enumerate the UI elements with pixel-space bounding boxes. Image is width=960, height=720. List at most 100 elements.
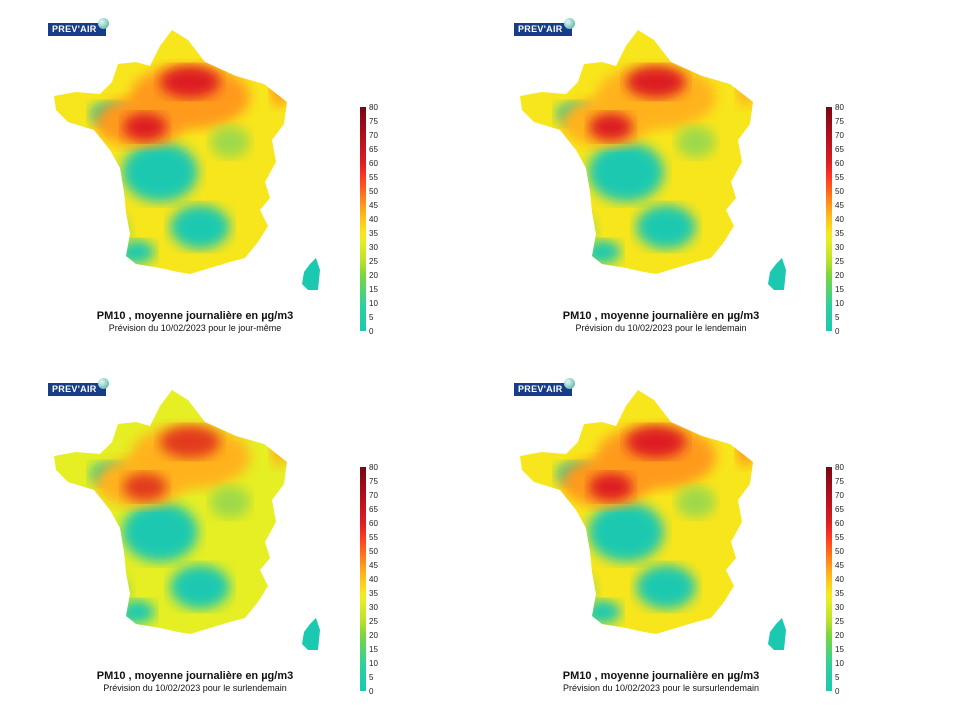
- colorbar-tick-label: 60: [835, 159, 844, 168]
- concentration-zone: [123, 473, 167, 501]
- france-pm10-map: [54, 30, 320, 290]
- colorbar-tick-label: 80: [369, 103, 378, 112]
- map-title: PM10 , moyenne journalière en µg/m3: [562, 310, 760, 322]
- concentration-zone: [626, 426, 686, 458]
- colorbar-tick-label: 0: [369, 327, 374, 336]
- colorbar-tick-label: 25: [835, 257, 844, 266]
- colorbar-tick-label: 55: [369, 173, 378, 182]
- concentration-zone: [115, 600, 155, 624]
- forecast-panel-sursurlendemain: PREV'AIR 80 75 70 65 60 55 50 45 40 35 30 25 20 15 10 5…: [466, 360, 946, 720]
- colorbar-tick-label: 75: [369, 477, 378, 486]
- colorbar-tick-label: 50: [369, 547, 378, 556]
- colorbar-tick-label: 20: [369, 271, 378, 280]
- colorbar-tick-label: 10: [369, 299, 378, 308]
- concentration-zone: [536, 568, 596, 616]
- corsica: [768, 618, 786, 650]
- colorbar-tick-label: 35: [835, 229, 844, 238]
- france-pm10-map: [54, 390, 320, 650]
- colorbar-tick-label: 35: [369, 589, 378, 598]
- colorbar-tick-label: 40: [369, 575, 378, 584]
- colorbar-tick-label: 50: [835, 187, 844, 196]
- france-pm10-map: [520, 390, 786, 650]
- concentration-zone: [626, 66, 686, 98]
- colorbar-tick-label: 80: [835, 463, 844, 472]
- colorbar-tick-label: 30: [835, 243, 844, 252]
- concentration-zone: [581, 240, 621, 264]
- colorbar-tick-label: 35: [369, 229, 378, 238]
- corsica: [768, 258, 786, 290]
- colorbar-tick-label: 0: [835, 327, 840, 336]
- colorbar-tick-label: 20: [835, 271, 844, 280]
- concentration-zone: [70, 568, 130, 616]
- colorbar: [360, 107, 366, 331]
- colorbar-tick-label: 45: [369, 561, 378, 570]
- forecast-panel-lendemain: PREV'AIR 80 75 70 65 60 55 50 45 40 35 30 25 20 15 10 5…: [466, 0, 946, 360]
- concentration-zone: [122, 142, 198, 202]
- corsica: [302, 258, 320, 290]
- globe-icon: [564, 378, 575, 389]
- colorbar-tick-label: 45: [835, 201, 844, 210]
- map-subtitle: Prévision du 10/02/2023 pour le lendemai…: [575, 323, 747, 333]
- colorbar-tick-label: 65: [369, 145, 378, 154]
- concentration-zone: [536, 208, 596, 256]
- concentration-zone: [676, 486, 716, 518]
- map-title: PM10 , moyenne journalière en µg/m3: [562, 670, 760, 682]
- map-subtitle: Prévision du 10/02/2023 pour le surlende…: [103, 683, 287, 693]
- globe-icon: [564, 18, 575, 29]
- globe-icon: [98, 18, 109, 29]
- prevair-logo: PREV'AIR: [514, 18, 575, 36]
- concentration-zone: [123, 113, 167, 141]
- concentration-zone: [736, 417, 753, 467]
- map-subtitle: Prévision du 10/02/2023 pour le sursurle…: [562, 683, 760, 693]
- colorbar-tick-label: 70: [369, 131, 378, 140]
- concentration-zone: [170, 205, 230, 249]
- colorbar-tick-label: 5: [369, 313, 374, 322]
- colorbar-tick-label: 15: [369, 285, 378, 294]
- concentration-zone: [636, 205, 696, 249]
- map-subtitle: Prévision du 10/02/2023 pour le jour-mêm…: [108, 323, 282, 333]
- concentration-zone: [115, 240, 155, 264]
- concentration-zone: [170, 565, 230, 609]
- forecast-panel-surlendemain: PREV'AIR 80 75 70 65 60 55 50 45 40 35 30 25 20 15 10 5…: [0, 360, 480, 720]
- concentration-zone: [636, 565, 696, 609]
- colorbar-tick-label: 50: [369, 187, 378, 196]
- prevair-logo: PREV'AIR: [514, 378, 575, 396]
- concentration-zone: [160, 66, 220, 98]
- concentration-zone: [676, 126, 716, 158]
- concentration-zone: [589, 473, 633, 501]
- colorbar-tick-label: 35: [835, 589, 844, 598]
- concentration-zone: [270, 417, 287, 467]
- concentration-zone: [736, 57, 753, 107]
- concentration-zone: [210, 126, 250, 158]
- colorbar: [826, 467, 832, 691]
- colorbar-tick-label: 80: [835, 103, 844, 112]
- colorbar-tick-label: 75: [835, 477, 844, 486]
- colorbar-tick-label: 60: [835, 519, 844, 528]
- concentration-zone: [122, 502, 198, 562]
- colorbar-tick-label: 70: [369, 491, 378, 500]
- colorbar-tick-label: 0: [835, 687, 840, 696]
- colorbar-tick-label: 55: [835, 173, 844, 182]
- colorbar-tick-label: 70: [835, 491, 844, 500]
- colorbar-tick-label: 20: [369, 631, 378, 640]
- colorbar-tick-label: 30: [835, 603, 844, 612]
- colorbar-tick-label: 25: [835, 617, 844, 626]
- colorbar-tick-label: 75: [835, 117, 844, 126]
- colorbar-tick-label: 5: [835, 313, 840, 322]
- map-title: PM10 , moyenne journalière en µg/m3: [96, 670, 294, 682]
- colorbar-tick-label: 65: [369, 505, 378, 514]
- colorbar-tick-label: 60: [369, 159, 378, 168]
- colorbar-tick-label: 70: [835, 131, 844, 140]
- concentration-zone: [588, 502, 664, 562]
- colorbar-tick-label: 65: [835, 505, 844, 514]
- colorbar-tick-label: 10: [835, 659, 844, 668]
- concentration-zone: [581, 600, 621, 624]
- colorbar-tick-label: 5: [835, 673, 840, 682]
- colorbar-tick-label: 20: [835, 631, 844, 640]
- colorbar-tick-label: 65: [835, 145, 844, 154]
- colorbar-tick-label: 40: [369, 215, 378, 224]
- colorbar-tick-label: 80: [369, 463, 378, 472]
- globe-icon: [98, 378, 109, 389]
- colorbar-tick-label: 30: [369, 243, 378, 252]
- colorbar-tick-label: 10: [369, 659, 378, 668]
